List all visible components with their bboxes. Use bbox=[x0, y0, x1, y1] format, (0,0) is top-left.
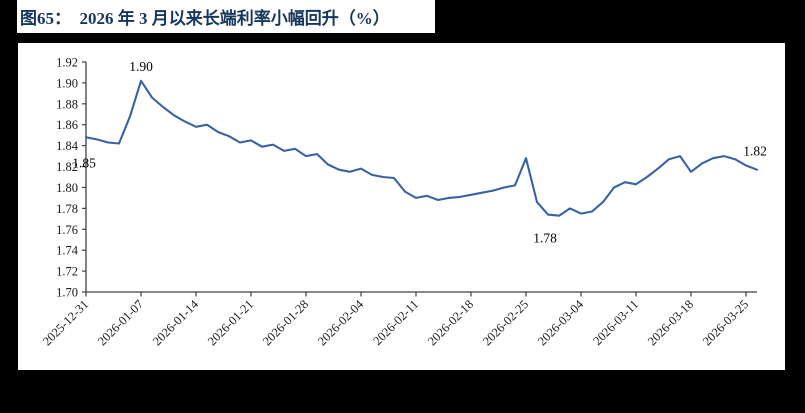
y-axis-label: 1.86 bbox=[56, 118, 78, 132]
x-axis-label: 2026-03-18 bbox=[645, 297, 696, 348]
y-axis-label: 1.80 bbox=[56, 181, 78, 195]
y-axis-label: 1.82 bbox=[56, 160, 78, 174]
x-axis-label: 2026-01-07 bbox=[95, 297, 146, 348]
figure-title-bar: 图65： 2026 年 3 月以来长端利率小幅回升（%） bbox=[17, 0, 435, 33]
data-point-label: 1.82 bbox=[743, 144, 767, 159]
y-axis-label: 1.88 bbox=[56, 97, 78, 111]
x-axis-label: 2026-03-25 bbox=[700, 297, 751, 348]
chart-panel: 1.92 1.90 1.88 1.86 1.84 1.82 1.80 1.78 1.76 1.74… bbox=[18, 43, 785, 370]
x-axis-label: 2026-02-04 bbox=[315, 297, 367, 349]
x-axis-label: 2026-01-28 bbox=[260, 297, 311, 348]
x-axis-label: 2026-02-25 bbox=[480, 297, 531, 348]
y-axis-label: 1.74 bbox=[56, 244, 79, 258]
figure-title: 图65： 2026 年 3 月以来长端利率小幅回升（%） bbox=[20, 9, 390, 28]
data-point-label: 1.90 bbox=[129, 59, 153, 74]
y-axis-label: 1.70 bbox=[56, 286, 78, 300]
y-axis-label: 1.76 bbox=[56, 223, 78, 237]
x-axis-label: 2026-01-21 bbox=[205, 297, 256, 348]
line-chart: 1.92 1.90 1.88 1.86 1.84 1.82 1.80 1.78 1.76 1.74… bbox=[40, 56, 767, 349]
x-axis-label: 2026-03-11 bbox=[590, 297, 641, 348]
y-axis-label: 1.84 bbox=[56, 139, 79, 153]
x-axis-label: 2026-01-14 bbox=[150, 297, 202, 349]
x-axis-label: 2025-12-31 bbox=[40, 297, 91, 348]
x-axis-label: 2026-02-11 bbox=[370, 297, 421, 348]
x-axis-label: 2026-02-18 bbox=[425, 297, 476, 348]
y-axis-label: 1.90 bbox=[56, 76, 78, 90]
data-point-label: 1.78 bbox=[533, 231, 557, 246]
x-axis-label: 2026-03-04 bbox=[535, 297, 587, 349]
y-axis-label: 1.72 bbox=[56, 265, 78, 279]
data-point-label: 1.85 bbox=[72, 155, 96, 170]
series-line bbox=[84, 79, 759, 217]
y-axis-label: 1.78 bbox=[56, 202, 78, 216]
y-axis-label: 1.92 bbox=[56, 56, 78, 70]
